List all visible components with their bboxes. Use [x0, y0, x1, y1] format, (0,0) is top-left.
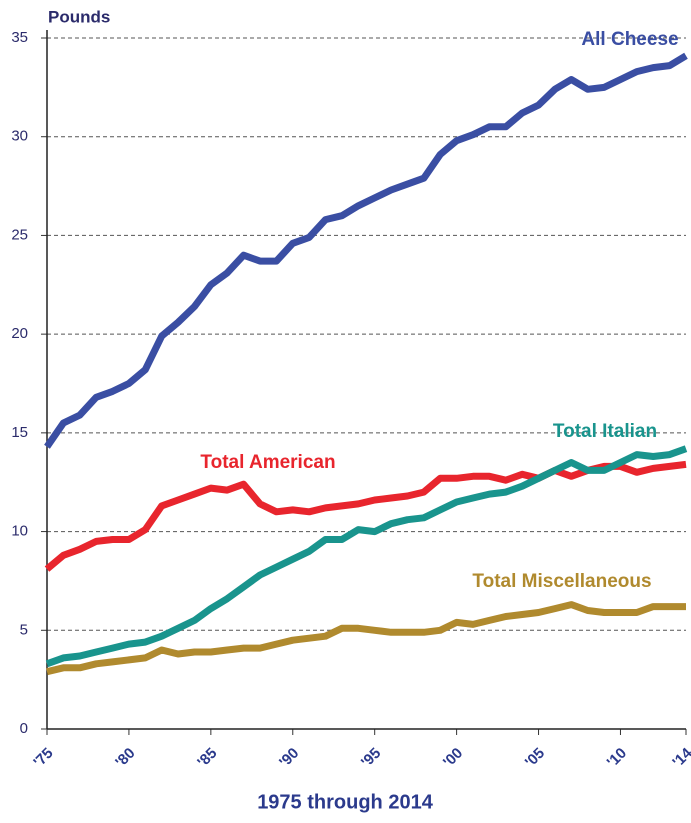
x-axis-label: 1975 through 2014 — [257, 791, 434, 813]
series-line — [45, 445, 688, 668]
x-tick-label: '10 — [604, 745, 630, 771]
x-tick-label: '00 — [440, 745, 466, 771]
series-label: All Cheese — [581, 29, 678, 50]
series-label: Total American — [200, 452, 335, 473]
x-tick-label: '90 — [276, 745, 302, 771]
x-tick-label: '80 — [112, 745, 138, 771]
x-tick-label: '05 — [522, 745, 548, 771]
x-tick-label: '75 — [30, 745, 56, 771]
y-tick-label: 15 — [11, 424, 28, 441]
series-label: Total Miscellaneous — [472, 571, 651, 592]
y-tick-label: 20 — [11, 325, 28, 342]
x-tick-label: '95 — [358, 745, 384, 771]
y-tick-label: 30 — [11, 128, 28, 145]
y-tick-label: 10 — [11, 523, 28, 540]
y-tick-label: 25 — [11, 226, 28, 243]
x-tick-label: '85 — [194, 745, 220, 771]
series-line — [46, 601, 686, 676]
y-tick-label: 35 — [11, 29, 28, 46]
y-tick-label: 5 — [20, 621, 28, 638]
series-label: Total Italian — [553, 421, 657, 442]
y-tick-label: 0 — [20, 720, 28, 737]
series-line — [44, 460, 687, 572]
series-line — [44, 52, 688, 449]
x-tick-label: '14 — [669, 744, 691, 771]
y-axis-label: Pounds — [48, 7, 110, 26]
